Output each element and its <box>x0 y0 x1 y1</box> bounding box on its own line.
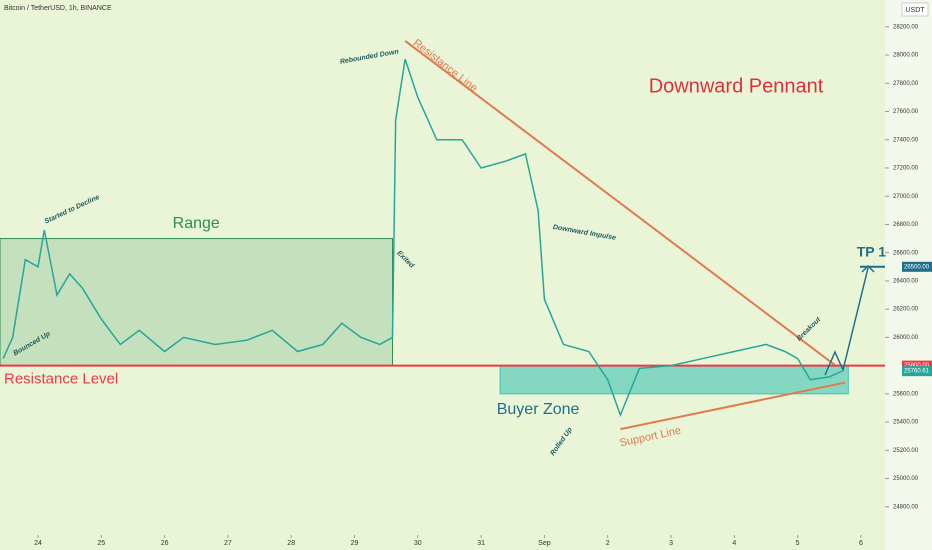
y-tick-label: 27000.00 <box>893 194 919 200</box>
x-tick-label: 2 <box>606 540 610 547</box>
chart-title: Downward Pennant <box>649 75 824 97</box>
price-line <box>2 59 843 418</box>
last-price-badge <box>902 366 932 377</box>
y-tick-label: 26400.00 <box>893 278 919 284</box>
zone <box>0 238 393 367</box>
y-tick-label: 26600.00 <box>893 250 919 256</box>
x-tick-label: 29 <box>351 540 359 547</box>
projection <box>824 267 869 376</box>
x-tick-label: 27 <box>224 540 232 547</box>
x-tick-label: 26 <box>161 540 169 547</box>
x-tick-label: 31 <box>477 540 485 547</box>
level-name: TP 1 <box>857 243 887 259</box>
y-tick-label: 28000.00 <box>893 53 919 59</box>
price-badge-label: 26500.00 <box>904 264 930 270</box>
x-tick-label: 5 <box>796 540 800 547</box>
x-tick-label: 24 <box>34 540 42 547</box>
zone-label: Buyer Zone <box>497 401 580 418</box>
trend-line <box>620 381 846 431</box>
x-tick-label: 6 <box>859 540 863 547</box>
level-name: Resistance Level <box>4 371 118 388</box>
y-tick-label: 27200.00 <box>893 166 919 172</box>
x-tick-label: 25 <box>97 540 105 547</box>
x-tick-label: 28 <box>287 540 295 547</box>
y-tick-label: 26000.00 <box>893 335 919 341</box>
currency-box <box>901 2 929 17</box>
last-price-label: 25760.61 <box>904 369 930 375</box>
projection-arrow <box>861 264 875 273</box>
x-tick-label: Sep <box>538 540 551 547</box>
y-tick-label: 26800.00 <box>893 222 919 228</box>
x-tick-label: 30 <box>414 540 422 547</box>
currency: USDT <box>905 7 925 14</box>
y-tick-label: 25600.00 <box>893 391 919 397</box>
price-badge <box>902 261 932 272</box>
y-tick-label: 27600.00 <box>893 109 919 115</box>
y-tick-label: 25200.00 <box>893 448 919 454</box>
y-tick-label: 27800.00 <box>893 81 919 87</box>
x-tick-label: 4 <box>732 540 736 547</box>
y-tick-label: 25000.00 <box>893 476 919 482</box>
y-tick-label: 28200.00 <box>893 24 919 30</box>
y-tick-label: 25400.00 <box>893 420 919 426</box>
zone-label: Range <box>173 215 220 232</box>
y-tick-label: 24800.00 <box>893 504 919 510</box>
symbol: Bitcoin / TetherUSD, 1h, BINANCE <box>4 5 112 12</box>
y-tick-label: 27400.00 <box>893 137 919 143</box>
price-axis <box>885 0 932 550</box>
price-badge <box>902 360 932 371</box>
x-tick-label: 3 <box>669 540 673 547</box>
y-tick-label: 26200.00 <box>893 307 919 313</box>
trend-line <box>404 40 837 367</box>
zone <box>499 365 849 395</box>
